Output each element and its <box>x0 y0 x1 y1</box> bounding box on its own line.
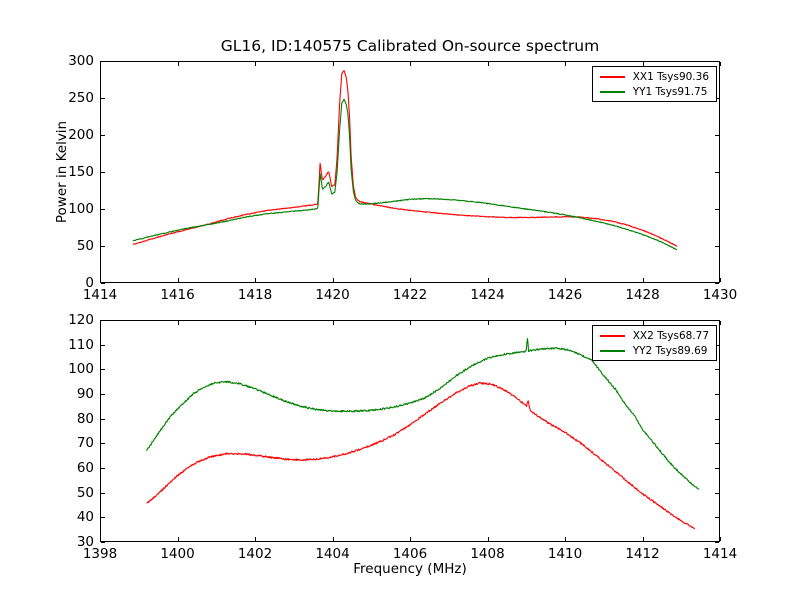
y-tick-label: 50 <box>76 238 94 254</box>
series-line-XX1 <box>132 70 678 247</box>
y-tick-label: 40 <box>76 509 94 526</box>
y-tick-label: 110 <box>68 336 94 353</box>
x-tick-label: 1408 <box>470 546 505 562</box>
legend-line-icon <box>599 90 625 93</box>
plot-bottom: XX2 Tsys68.77 YY2 Tsys89.69 1398 1400 1402… <box>68 312 737 562</box>
x-tick-label: 1416 <box>160 287 195 303</box>
x-tick-label: 1404 <box>315 546 350 562</box>
plot-canvas <box>100 61 721 284</box>
y-tick-label: 0 <box>85 275 94 291</box>
legend-label: YY2 Tsys89.69 <box>632 344 708 357</box>
y-tick-label: 150 <box>68 164 94 180</box>
series-line-YY2 <box>146 338 700 490</box>
y-tick-label: 30 <box>76 534 94 550</box>
x-tick-label: 1410 <box>547 546 583 562</box>
series-line-YY1 <box>132 98 678 251</box>
x-tick-label: 1420 <box>315 287 350 303</box>
y-tick-label: 120 <box>68 312 94 328</box>
plot-top: XX1 Tsys90.36 YY1 Tsys91.75 1414 1416 1418… <box>68 53 737 303</box>
legend-item: YY1 Tsys91.75 <box>599 85 709 98</box>
series-line-XX2 <box>146 381 696 530</box>
legend-top: XX1 Tsys90.36 YY1 Tsys91.75 <box>591 66 717 102</box>
legend-item: YY2 Tsys89.69 <box>599 344 709 357</box>
y-tick-label: 50 <box>76 484 94 501</box>
legend-label: XX1 Tsys90.36 <box>632 70 709 83</box>
y-tick-label: 100 <box>68 361 94 378</box>
chart-title: GL16, ID:140575 Calibrated On-source spe… <box>220 37 600 55</box>
x-tick-label: 1402 <box>237 546 273 562</box>
legend-item: XX2 Tsys68.77 <box>599 329 709 342</box>
legend-line-icon <box>599 75 625 78</box>
legend-line-icon <box>599 349 625 352</box>
x-tick-label: 1400 <box>160 546 195 562</box>
x-tick-label: 1428 <box>625 287 660 303</box>
y-tick-label: 70 <box>76 435 94 452</box>
y-tick-label: 80 <box>76 410 94 427</box>
x-tick-label: 1412 <box>625 546 660 562</box>
legend-label: XX2 Tsys68.77 <box>632 329 709 342</box>
x-tick-label: 1430 <box>702 287 738 303</box>
y-tick-label: 60 <box>76 460 94 476</box>
axes-frame <box>100 61 720 283</box>
y-tick-label: 100 <box>68 201 94 217</box>
legend-label: YY1 Tsys91.75 <box>632 85 708 98</box>
y-tick-label: 300 <box>68 53 94 69</box>
y-tick-label: 250 <box>68 90 94 106</box>
x-axis-label: Frequency (MHz) <box>353 561 467 577</box>
legend-item: XX1 Tsys90.36 <box>599 70 709 83</box>
plot-canvas <box>100 320 721 543</box>
x-tick-label: 1418 <box>237 287 273 303</box>
legend-line-icon <box>599 334 625 337</box>
x-tick-label: 1426 <box>547 287 583 303</box>
y-tick-label: 90 <box>76 386 94 402</box>
axes-frame <box>100 320 720 542</box>
x-tick-label: 1422 <box>392 287 428 303</box>
x-tick-label: 1398 <box>82 546 118 562</box>
legend-bottom: XX2 Tsys68.77 YY2 Tsys89.69 <box>591 325 717 361</box>
x-tick-label: 1406 <box>392 546 428 562</box>
x-tick-label: 1424 <box>470 287 505 303</box>
y-tick-label: 200 <box>68 127 94 143</box>
x-tick-label: 1414 <box>702 546 738 562</box>
x-tick-label: 1414 <box>82 287 118 303</box>
